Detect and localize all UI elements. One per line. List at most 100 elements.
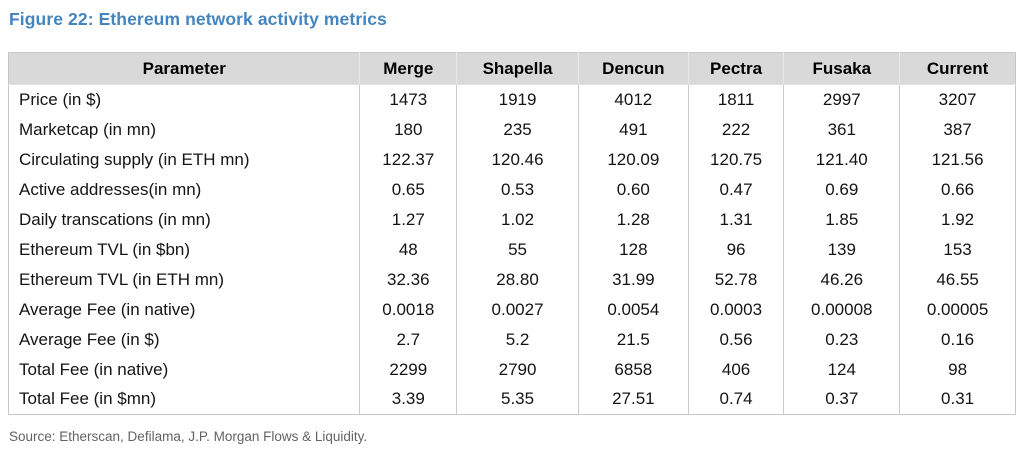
- table-row: Daily transcations (in mn) 1.27 1.02 1.28 1.…: [8, 204, 1016, 235]
- table-row: Price (in $) 1473 1919 4012 1811 2997 3207: [8, 84, 1016, 115]
- value-cell: 0.16: [899, 324, 1016, 355]
- value-cell: 5.2: [456, 324, 579, 355]
- value-cell: 98: [899, 354, 1016, 385]
- value-cell: 2299: [359, 354, 457, 385]
- value-cell: 0.37: [783, 384, 900, 415]
- header-row: Parameter Merge Shapella Dencun Pectra Fusaka…: [8, 52, 1016, 85]
- value-cell: 0.69: [783, 174, 900, 205]
- value-cell: 1473: [359, 84, 457, 115]
- value-cell: 0.00005: [899, 294, 1016, 325]
- value-cell: 361: [783, 114, 900, 145]
- value-cell: 120.75: [687, 144, 784, 175]
- value-cell: 124: [783, 354, 900, 385]
- value-cell: 28.80: [456, 264, 579, 295]
- table-row: Active addresses(in mn) 0.65 0.53 0.60 0.47 0…: [8, 174, 1016, 205]
- value-cell: 0.60: [577, 174, 689, 205]
- value-cell: 222: [687, 114, 784, 145]
- value-cell: 6858: [577, 354, 689, 385]
- column-header: Shapella: [456, 52, 579, 85]
- value-cell: 48: [359, 234, 457, 265]
- table-row: Marketcap (in mn) 180 235 491 222 361 387: [8, 114, 1016, 145]
- parameter-cell: Active addresses(in mn): [8, 174, 360, 205]
- value-cell: 0.0027: [456, 294, 579, 325]
- parameter-cell: Average Fee (in native): [8, 294, 360, 325]
- value-cell: 387: [899, 114, 1016, 145]
- value-cell: 2997: [783, 84, 900, 115]
- table-row: Ethereum TVL (in ETH mn) 32.36 28.80 31.99 5…: [8, 264, 1016, 295]
- parameter-cell: Average Fee (in $): [8, 324, 360, 355]
- value-cell: 122.37: [359, 144, 457, 175]
- value-cell: 406: [687, 354, 784, 385]
- figure-title: Figure 22: Ethereum network activity met…: [9, 9, 387, 29]
- value-cell: 0.53: [456, 174, 579, 205]
- column-header: Parameter: [8, 52, 360, 85]
- value-cell: 46.26: [783, 264, 900, 295]
- value-cell: 46.55: [899, 264, 1016, 295]
- value-cell: 120.09: [577, 144, 689, 175]
- column-header: Fusaka: [783, 52, 900, 85]
- value-cell: 1.28: [577, 204, 689, 235]
- value-cell: 1.85: [783, 204, 900, 235]
- value-cell: 31.99: [577, 264, 689, 295]
- column-header: Current: [899, 52, 1016, 85]
- column-header: Pectra: [687, 52, 784, 85]
- value-cell: 180: [359, 114, 457, 145]
- value-cell: 1919: [456, 84, 579, 115]
- value-cell: 120.46: [456, 144, 579, 175]
- value-cell: 3.39: [359, 384, 457, 415]
- table-header: Parameter Merge Shapella Dencun Pectra Fusaka…: [8, 52, 1016, 85]
- value-cell: 0.65: [359, 174, 457, 205]
- table-row: Ethereum TVL (in $bn) 48 55 128 96 139 153: [8, 234, 1016, 265]
- parameter-cell: Ethereum TVL (in $bn): [8, 234, 360, 265]
- value-cell: 2.7: [359, 324, 457, 355]
- value-cell: 21.5: [577, 324, 689, 355]
- value-cell: 0.66: [899, 174, 1016, 205]
- value-cell: 0.0054: [577, 294, 689, 325]
- value-cell: 1.92: [899, 204, 1016, 235]
- value-cell: 491: [577, 114, 689, 145]
- value-cell: 121.56: [899, 144, 1016, 175]
- value-cell: 1.27: [359, 204, 457, 235]
- ethereum-metrics-table: Parameter Merge Shapella Dencun Pectra Fusaka…: [8, 52, 1016, 415]
- table-body: Price (in $) 1473 1919 4012 1811 2997 3207 Mark…: [8, 84, 1016, 415]
- table-row: Total Fee (in native) 2299 2790 6858 406 124 9…: [8, 354, 1016, 385]
- value-cell: 1.31: [687, 204, 784, 235]
- value-cell: 0.47: [687, 174, 784, 205]
- value-cell: 55: [456, 234, 579, 265]
- parameter-cell: Daily transcations (in mn): [8, 204, 360, 235]
- value-cell: 2790: [456, 354, 579, 385]
- parameter-cell: Total Fee (in native): [8, 354, 360, 385]
- parameter-cell: Circulating supply (in ETH mn): [8, 144, 360, 175]
- value-cell: 52.78: [687, 264, 784, 295]
- value-cell: 128: [577, 234, 689, 265]
- parameter-cell: Total Fee (in $mn): [8, 384, 360, 415]
- source-note: Source: Etherscan, Defilama, J.P. Morgan…: [9, 429, 368, 444]
- value-cell: 0.0018: [359, 294, 457, 325]
- value-cell: 235: [456, 114, 579, 145]
- value-cell: 0.23: [783, 324, 900, 355]
- value-cell: 96: [687, 234, 784, 265]
- column-header: Merge: [359, 52, 457, 85]
- parameter-cell: Ethereum TVL (in ETH mn): [8, 264, 360, 295]
- parameter-cell: Marketcap (in mn): [8, 114, 360, 145]
- value-cell: 139: [783, 234, 900, 265]
- value-cell: 0.00008: [783, 294, 900, 325]
- table-row: Total Fee (in $mn) 3.39 5.35 27.51 0.74 0.37 0…: [8, 384, 1016, 415]
- table-row: Average Fee (in native) 0.0018 0.0027 0.005…: [8, 294, 1016, 325]
- parameter-cell: Price (in $): [8, 84, 360, 115]
- value-cell: 153: [899, 234, 1016, 265]
- table-row: Average Fee (in $) 2.7 5.2 21.5 0.56 0.23 0.16: [8, 324, 1016, 355]
- value-cell: 32.36: [359, 264, 457, 295]
- value-cell: 1.02: [456, 204, 579, 235]
- value-cell: 4012: [577, 84, 689, 115]
- value-cell: 0.31: [899, 384, 1016, 415]
- value-cell: 121.40: [783, 144, 900, 175]
- value-cell: 0.0003: [687, 294, 784, 325]
- value-cell: 1811: [687, 84, 784, 115]
- value-cell: 27.51: [577, 384, 689, 415]
- column-header: Dencun: [577, 52, 689, 85]
- value-cell: 5.35: [456, 384, 579, 415]
- value-cell: 0.74: [687, 384, 784, 415]
- value-cell: 3207: [899, 84, 1016, 115]
